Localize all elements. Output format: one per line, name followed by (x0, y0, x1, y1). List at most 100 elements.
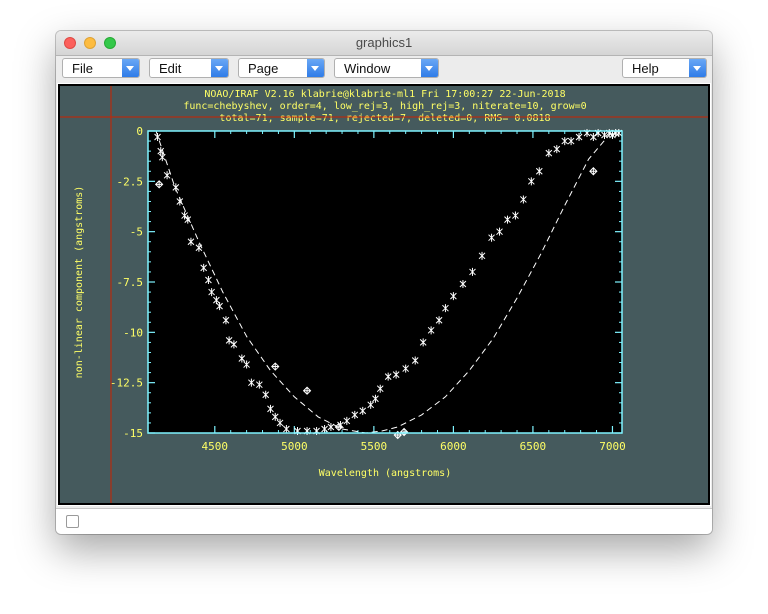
data-point (343, 416, 351, 425)
chevron-down-icon (122, 59, 139, 77)
data-point (163, 171, 171, 180)
zoom-icon[interactable] (104, 37, 116, 49)
x-ticks: 4500 5000 5500 6000 6500 7000 (202, 131, 626, 453)
data-point (271, 412, 279, 421)
data-point (351, 410, 359, 419)
data-point (553, 145, 561, 154)
graphics-window: graphics1 File Edit Page Window Help (56, 31, 712, 534)
data-point (367, 400, 375, 409)
data-point (238, 354, 246, 363)
y-tick-label: -15 (123, 427, 143, 440)
status-checkbox[interactable] (66, 515, 79, 528)
data-point (154, 133, 161, 142)
data-point (205, 275, 212, 284)
data-point (567, 137, 575, 146)
data-point (372, 394, 379, 403)
header-text: NOAO/IRAF V2.16 klabrie@klabrie-ml1 Fri … (183, 89, 586, 124)
data-point (601, 131, 608, 140)
window-menu[interactable]: Window (334, 58, 439, 78)
rejected-point (271, 362, 280, 371)
y-tick-label: -10 (123, 326, 143, 339)
file-menu[interactable]: File (62, 58, 140, 78)
data-point (411, 356, 419, 365)
data-point (172, 183, 180, 192)
graphics-canvas[interactable]: NOAO/IRAF V2.16 klabrie@klabrie-ml1 Fri … (58, 84, 710, 505)
data-point (520, 195, 527, 204)
data-point (427, 326, 435, 335)
data-point (276, 418, 284, 427)
y-tick-label: -7.5 (117, 276, 144, 289)
close-icon[interactable] (64, 37, 76, 49)
status-bar (56, 508, 712, 534)
data-point (435, 316, 443, 325)
rejected-point (302, 386, 312, 395)
header-line-2: func=chebyshev, order=4, low_rej=3, high… (183, 101, 586, 112)
data-point (213, 296, 220, 305)
y-axis-label: non-linear component (angstroms) (74, 186, 85, 379)
data-point (478, 251, 486, 260)
chevron-down-icon (421, 59, 438, 77)
help-menu-label: Help (632, 61, 659, 76)
page-menu[interactable]: Page (238, 58, 325, 78)
data-point (469, 267, 476, 276)
data-point (267, 404, 274, 413)
data-point (392, 370, 400, 379)
data-point (230, 340, 238, 349)
data-point (283, 424, 290, 433)
rejected-point (589, 167, 598, 176)
fit-line (155, 130, 613, 434)
x-tick-label: 6500 (520, 440, 547, 453)
chevron-down-icon (307, 59, 324, 77)
x-tick-label: 6000 (440, 440, 467, 453)
chart-svg: NOAO/IRAF V2.16 klabrie@klabrie-ml1 Fri … (60, 86, 708, 503)
data-point (527, 177, 535, 186)
chevron-down-icon (689, 59, 706, 77)
y-tick-label: -12.5 (110, 377, 143, 390)
data-point (590, 133, 597, 142)
rejected-point (154, 180, 164, 189)
window-menu-label: Window (344, 61, 391, 76)
data-point (158, 153, 166, 162)
data-point (575, 133, 583, 142)
chevron-down-icon (211, 59, 228, 77)
data-point (512, 211, 519, 220)
rejected-point (334, 422, 344, 432)
data-point (195, 243, 203, 252)
help-menu[interactable]: Help (622, 58, 707, 78)
data-point (184, 215, 192, 224)
y-tick-label: -5 (130, 226, 143, 239)
data-point (561, 137, 569, 146)
data-point (376, 384, 384, 393)
data-point (496, 227, 503, 236)
window-title: graphics1 (355, 35, 413, 50)
data-point (459, 280, 467, 289)
data-points (154, 129, 623, 435)
data-point (545, 149, 553, 158)
menu-bar: File Edit Page Window Help (56, 56, 712, 83)
x-tick-label: 5000 (281, 440, 308, 453)
minimize-icon[interactable] (84, 37, 96, 49)
data-point (243, 360, 250, 369)
fit-curve (155, 130, 613, 434)
data-point (609, 131, 616, 140)
data-point (488, 233, 495, 242)
graphics-frame: NOAO/IRAF V2.16 klabrie@klabrie-ml1 Fri … (57, 83, 711, 506)
data-point (248, 378, 255, 387)
page-menu-label: Page (248, 61, 279, 76)
data-point (262, 390, 270, 399)
data-point (450, 292, 457, 301)
x-axis-label: Wavelength (angstroms) (319, 468, 451, 479)
data-point (402, 364, 410, 373)
edit-menu[interactable]: Edit (149, 58, 229, 78)
data-point (222, 316, 230, 325)
data-point (200, 263, 208, 272)
data-point (535, 167, 543, 176)
data-point (181, 211, 188, 220)
rejected-points (154, 167, 598, 440)
data-point (442, 304, 449, 313)
plot-frame (147, 130, 623, 434)
data-point (255, 380, 263, 389)
rejected-point (399, 427, 409, 437)
header-line-1: NOAO/IRAF V2.16 klabrie@klabrie-ml1 Fri … (204, 89, 565, 100)
title-bar: graphics1 (56, 31, 712, 56)
